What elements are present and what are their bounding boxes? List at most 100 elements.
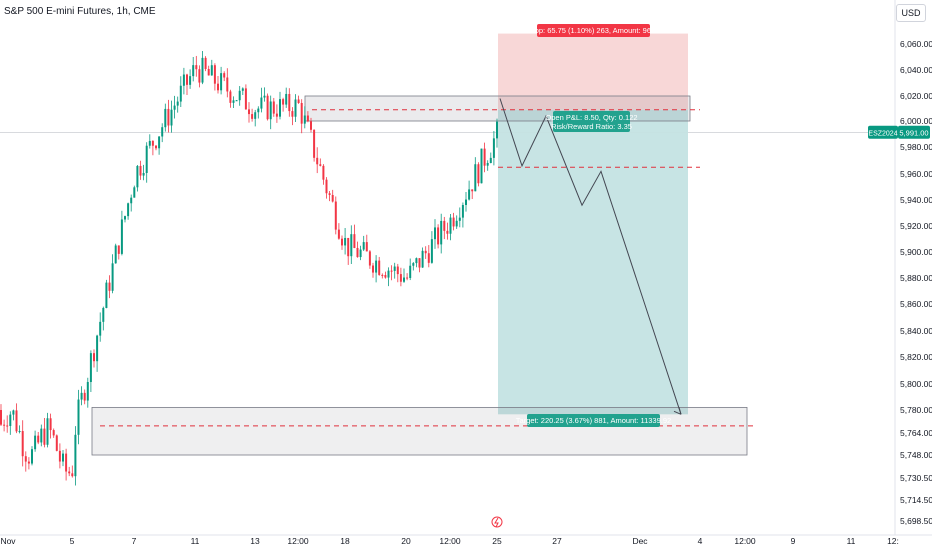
- time-tick-label: 12:00: [734, 536, 756, 546]
- candle-body: [275, 113, 278, 117]
- candle-body: [62, 453, 64, 462]
- candle-body: [182, 74, 185, 86]
- candle-body: [341, 238, 343, 246]
- candle-body: [356, 247, 359, 258]
- candle-body: [421, 250, 424, 268]
- candle-body: [31, 449, 33, 464]
- candle-body: [232, 100, 235, 103]
- candle-body: [263, 95, 266, 98]
- candle-body: [74, 434, 77, 477]
- time-tick-label: 11: [191, 536, 200, 546]
- time-tick-label: 11: [847, 536, 856, 546]
- candle-body: [486, 162, 489, 166]
- candle-body: [151, 140, 154, 146]
- candle-body: [40, 428, 43, 443]
- time-tick-label: 5: [70, 536, 75, 546]
- chart-title: S&P 500 E-mini Futures, 1h, CME: [4, 6, 156, 17]
- price-tick-label: 5,980.00: [900, 142, 932, 152]
- candle-body: [294, 99, 297, 117]
- candle-body: [195, 65, 198, 70]
- stop-label: Stop: 65.75 (1.10%) 263, Amount: 9600: [528, 26, 660, 35]
- event-icon[interactable]: [491, 516, 503, 528]
- candle-body: [350, 234, 353, 257]
- take-profit-zone[interactable]: [498, 109, 688, 415]
- candle-body: [375, 260, 378, 273]
- candle-body: [161, 127, 164, 137]
- time-tick-label: 13: [250, 536, 260, 546]
- currency-button[interactable]: USD: [896, 4, 926, 22]
- candle-body: [37, 435, 40, 443]
- price-tick-label: 5,880.00: [900, 273, 932, 283]
- candle-body: [334, 201, 337, 230]
- candle-body: [365, 242, 368, 252]
- candle-body: [430, 239, 433, 263]
- candle-body: [158, 136, 161, 149]
- candle-body: [139, 165, 142, 176]
- candle-body: [145, 145, 148, 173]
- candle-body: [424, 250, 427, 254]
- candle-body: [434, 227, 436, 240]
- time-tick-label: Nov: [0, 536, 16, 546]
- candle-body: [241, 88, 244, 91]
- time-tick-label: 12:: [887, 536, 899, 546]
- candle-body: [455, 220, 458, 227]
- candle-body: [279, 99, 281, 117]
- time-tick-label: Dec: [632, 536, 648, 546]
- price-tick-label: 5,698.50: [900, 516, 932, 526]
- candle-body: [46, 418, 49, 445]
- time-tick-label: 12:00: [287, 536, 309, 546]
- candle-body: [480, 148, 483, 184]
- open-pl-label: Open P&L: 8.50, Qty: 0.122: [545, 113, 637, 122]
- candle-body: [381, 274, 384, 276]
- candle-body: [328, 193, 331, 195]
- candle-body: [319, 164, 322, 166]
- candle-body: [86, 382, 89, 401]
- candle-body: [96, 335, 99, 362]
- time-tick-label: 4: [698, 536, 703, 546]
- candle-body: [89, 353, 92, 383]
- candle-body: [186, 74, 188, 85]
- candle-body: [412, 263, 415, 266]
- candle-body: [213, 65, 216, 84]
- candle-body: [492, 138, 495, 158]
- candle-body: [173, 105, 176, 110]
- price-tick-label: 5,940.00: [900, 195, 932, 205]
- candle-body: [111, 263, 114, 291]
- candle-body: [384, 275, 387, 278]
- price-tick-label: 6,040.00: [900, 65, 932, 75]
- time-tick-label: 18: [340, 536, 350, 546]
- candle-body: [387, 270, 390, 278]
- stop-label-bg: [537, 24, 650, 37]
- stop-loss-zone[interactable]: [498, 33, 688, 110]
- candle-body: [468, 189, 471, 200]
- lightning-icon: [494, 517, 499, 528]
- candle-body: [24, 456, 27, 462]
- candle-body: [6, 425, 9, 427]
- candle-body: [210, 65, 213, 76]
- candle-body: [368, 251, 371, 266]
- candle-body: [396, 266, 399, 275]
- price-tick-label: 6,060.00: [900, 39, 932, 49]
- projection-path[interactable]: [499, 98, 682, 415]
- candle-body: [316, 157, 319, 165]
- candle-body: [179, 85, 182, 102]
- candle-body: [347, 237, 350, 257]
- time-tick-label: 27: [552, 536, 562, 546]
- candle-body: [440, 220, 443, 245]
- candle-body: [489, 157, 492, 163]
- candle-body: [477, 164, 480, 184]
- last-price-badge-bg: [898, 125, 930, 139]
- price-tick-label: 5,900.00: [900, 247, 932, 257]
- candle-body: [0, 410, 2, 425]
- candle-body: [229, 91, 232, 103]
- candle-body: [266, 95, 269, 120]
- target-label: Target: 220.25 (3.67%) 881, Amount: 1133…: [516, 416, 671, 425]
- candle-body: [77, 399, 80, 435]
- candle-body: [260, 97, 263, 109]
- candle-body: [65, 453, 68, 472]
- last-price-badge: 5,991.00: [899, 129, 928, 138]
- candle-body: [43, 428, 46, 445]
- open-pl-label: Risk/Reward Ratio: 3.35: [551, 122, 632, 131]
